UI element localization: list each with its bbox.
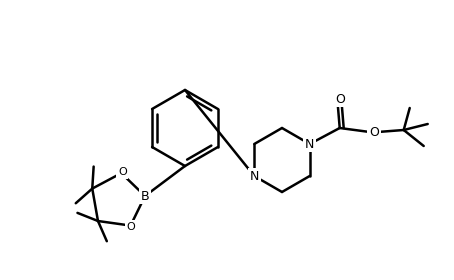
Text: B: B — [141, 190, 149, 202]
Text: O: O — [126, 221, 135, 232]
Text: N: N — [250, 169, 259, 183]
Text: O: O — [118, 167, 127, 177]
Text: N: N — [305, 137, 315, 151]
Text: O: O — [369, 125, 379, 139]
Text: O: O — [335, 92, 345, 106]
